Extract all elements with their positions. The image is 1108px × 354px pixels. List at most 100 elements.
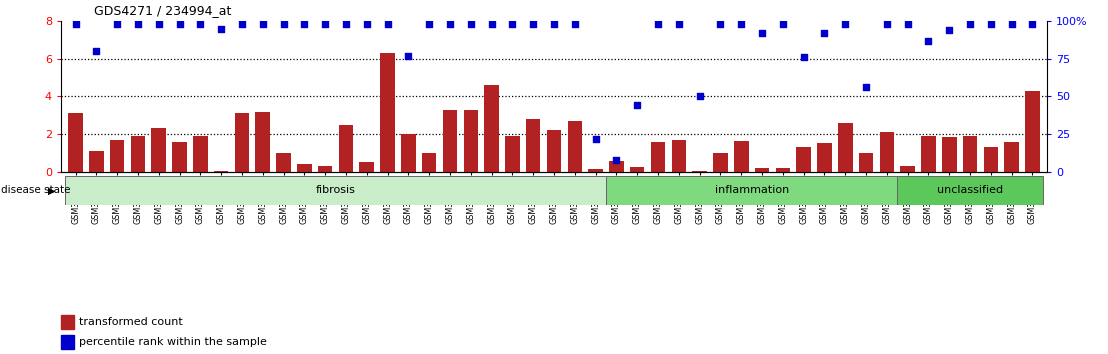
Point [920,38,937,44]
Point [649,22,667,27]
Point [899,22,916,27]
Bar [1005,142,1019,172]
Point [420,22,438,27]
Point [109,22,126,27]
Point [400,53,418,59]
Point [441,22,459,27]
Point [254,22,271,27]
Text: disease state: disease state [1,185,71,195]
Bar [380,53,394,172]
Point [941,28,958,33]
Bar [609,161,624,172]
Bar [755,168,769,172]
Point [732,22,750,27]
Bar [606,176,897,205]
Bar [359,162,375,172]
Bar [235,113,249,172]
Bar [422,153,437,172]
Text: GDS4271 / 234994_at: GDS4271 / 234994_at [94,4,232,17]
Bar [630,167,645,172]
Point [587,136,605,142]
Bar [859,153,873,172]
Text: inflammation: inflammation [715,185,789,195]
Point [503,22,521,27]
Bar [733,141,749,172]
Point [275,22,293,27]
Bar [318,166,332,172]
Point [462,22,480,27]
Bar [69,113,83,172]
Bar [567,121,582,172]
Bar [214,171,228,172]
Bar [401,134,416,172]
Bar [110,140,124,172]
Point [129,22,146,27]
Point [982,22,999,27]
Bar [297,164,311,172]
Point [878,22,895,27]
Point [670,22,688,27]
Point [358,22,376,27]
Point [524,22,542,27]
Bar [484,85,499,172]
Point [545,22,563,27]
Bar [692,171,707,172]
Point [88,48,105,54]
Bar [901,166,915,172]
Text: percentile rank within the sample: percentile rank within the sample [79,337,267,347]
Point [628,103,646,108]
Point [815,30,833,36]
Bar [880,132,894,172]
Point [192,22,209,27]
Point [858,85,875,90]
Bar [61,315,74,329]
Bar [152,129,166,172]
Bar [588,169,603,172]
Point [483,22,501,27]
Text: ▶: ▶ [48,185,55,195]
Bar [942,137,956,172]
Bar [1025,91,1039,172]
Bar [650,142,665,172]
Bar [256,112,270,172]
Point [753,30,771,36]
Point [774,22,792,27]
Bar [172,142,187,172]
Point [690,94,708,99]
Bar [276,153,290,172]
Bar [193,136,207,172]
Point [1003,22,1020,27]
Bar [897,176,1043,205]
Point [607,157,625,162]
Point [150,22,167,27]
Text: unclassified: unclassified [937,185,1003,195]
Bar [714,153,728,172]
Bar [463,110,478,172]
Bar [797,147,811,172]
Text: fibrosis: fibrosis [316,185,356,195]
Bar [921,136,936,172]
Bar [443,110,458,172]
Point [566,22,584,27]
Point [794,55,812,60]
Bar [526,119,541,172]
Point [296,22,314,27]
Bar [546,130,562,172]
Point [337,22,355,27]
Bar [838,123,852,172]
Bar [505,136,520,172]
Point [316,22,334,27]
Bar [65,176,606,205]
Bar [984,147,998,172]
Bar [671,140,686,172]
Bar [61,335,74,348]
Point [379,22,397,27]
Point [213,26,230,32]
Bar [131,136,145,172]
Bar [963,136,977,172]
Text: transformed count: transformed count [79,317,183,327]
Point [962,22,979,27]
Point [66,22,84,27]
Point [837,22,854,27]
Point [233,22,250,27]
